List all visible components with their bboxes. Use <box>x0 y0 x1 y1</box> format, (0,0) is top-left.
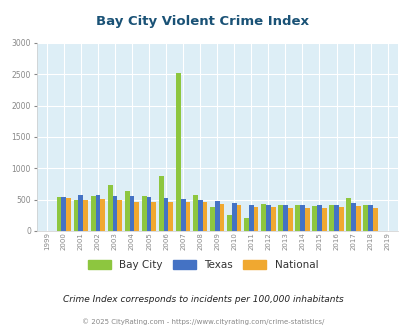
Bar <box>78 195 83 231</box>
Bar <box>202 202 207 231</box>
Bar <box>270 207 275 231</box>
Bar <box>168 202 173 231</box>
Bar <box>243 218 248 231</box>
Bar <box>185 202 190 231</box>
Bar <box>367 205 372 231</box>
Bar <box>83 200 88 231</box>
Bar <box>90 196 95 231</box>
Legend: Bay City, Texas, National: Bay City, Texas, National <box>87 260 318 270</box>
Bar <box>100 199 105 231</box>
Bar <box>236 205 241 231</box>
Bar <box>163 198 168 231</box>
Text: Crime Index corresponds to incidents per 100,000 inhabitants: Crime Index corresponds to incidents per… <box>62 295 343 304</box>
Bar <box>117 200 122 231</box>
Bar <box>321 208 326 231</box>
Bar <box>287 208 292 231</box>
Bar <box>304 208 309 231</box>
Bar <box>226 215 231 231</box>
Bar <box>372 208 377 231</box>
Bar <box>175 73 180 231</box>
Bar <box>95 195 100 231</box>
Bar <box>146 197 151 231</box>
Bar <box>107 184 112 231</box>
Bar <box>248 205 253 231</box>
Bar <box>219 204 224 231</box>
Bar <box>141 196 146 231</box>
Bar <box>129 196 134 231</box>
Bar <box>61 197 66 231</box>
Bar <box>355 206 360 231</box>
Bar <box>277 205 282 231</box>
Bar <box>192 195 197 231</box>
Bar <box>151 202 156 231</box>
Bar <box>214 201 219 231</box>
Bar <box>265 205 270 231</box>
Bar <box>311 206 316 231</box>
Bar <box>57 197 61 231</box>
Bar <box>124 191 129 231</box>
Bar <box>345 198 350 231</box>
Bar <box>362 205 367 231</box>
Bar <box>197 200 202 231</box>
Bar <box>260 204 265 231</box>
Bar <box>299 205 304 231</box>
Bar <box>316 205 321 231</box>
Text: Bay City Violent Crime Index: Bay City Violent Crime Index <box>96 15 309 28</box>
Bar <box>180 199 185 231</box>
Bar <box>253 207 258 231</box>
Bar <box>333 205 338 231</box>
Bar <box>158 176 163 231</box>
Bar <box>112 196 117 231</box>
Bar <box>74 200 78 231</box>
Bar <box>134 202 139 231</box>
Bar <box>282 205 287 231</box>
Bar <box>294 205 299 231</box>
Bar <box>328 205 333 231</box>
Bar <box>350 203 355 231</box>
Text: © 2025 CityRating.com - https://www.cityrating.com/crime-statistics/: © 2025 CityRating.com - https://www.city… <box>82 318 323 325</box>
Bar <box>66 198 71 231</box>
Bar <box>231 203 236 231</box>
Bar <box>209 207 214 231</box>
Bar <box>338 207 343 231</box>
